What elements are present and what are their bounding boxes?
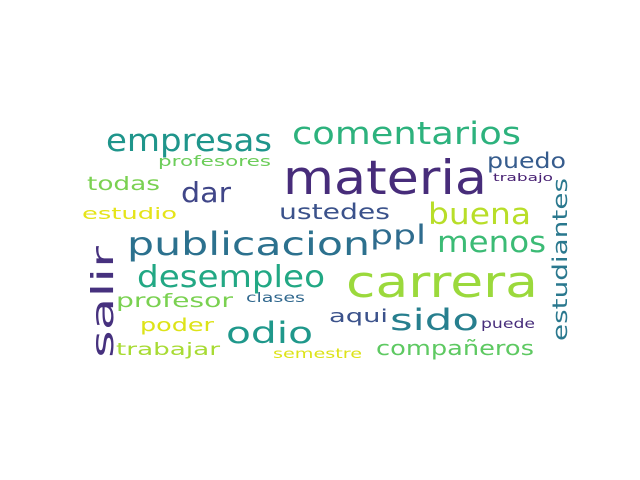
word-dar: dar	[181, 176, 232, 209]
word-publicacion: publicacion	[127, 225, 370, 263]
word-materia: materia	[283, 151, 487, 206]
word-clases: clases	[246, 291, 305, 306]
word-comentarios: comentarios	[292, 116, 521, 152]
word-todas: todas	[87, 173, 160, 195]
word-odio: odio	[226, 316, 313, 350]
word-menos: menos	[437, 225, 546, 259]
word-aqui: aqui	[329, 306, 388, 327]
word-semestre: semestre	[273, 347, 362, 362]
word-sido: sido	[390, 303, 479, 337]
word-puedo: puedo	[487, 149, 566, 173]
word-desempleo: desempleo	[137, 260, 325, 295]
word-profesores: profesores	[158, 154, 271, 170]
word-estudiantes: estudiantes	[548, 178, 572, 341]
word-salir: salir	[86, 245, 121, 358]
word-ppl: ppl	[370, 220, 426, 251]
word-ustedes: ustedes	[279, 200, 390, 224]
word-puede: puede	[481, 317, 535, 332]
word-profesor: profesor	[116, 290, 233, 312]
word-buena: buena	[428, 197, 531, 231]
word-compañeros: compañeros	[376, 336, 534, 360]
word-estudio: estudio	[82, 204, 177, 223]
word-carrera: carrera	[346, 257, 538, 308]
word-trabajar: trabajar	[116, 340, 220, 360]
word-empresas: empresas	[106, 123, 272, 159]
word-poder: poder	[140, 315, 215, 336]
word-trabajo: trabajo	[493, 171, 553, 184]
